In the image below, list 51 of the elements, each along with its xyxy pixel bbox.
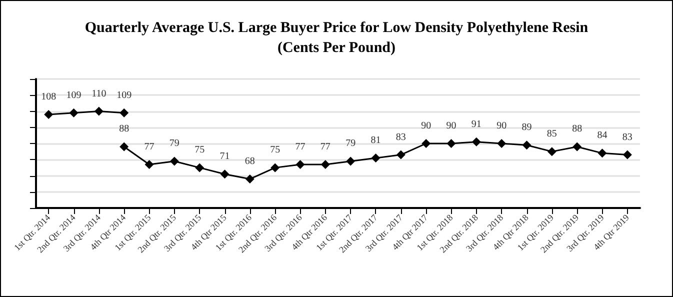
point bbox=[120, 142, 129, 152]
point bbox=[144, 160, 154, 169]
data-label: 77 bbox=[295, 141, 306, 152]
data-label: 89 bbox=[522, 122, 532, 134]
data-label: 90 bbox=[446, 120, 456, 132]
point bbox=[220, 170, 230, 179]
point bbox=[396, 150, 406, 160]
data-label: 77 bbox=[320, 141, 330, 152]
data-label: 84 bbox=[597, 130, 608, 142]
data-label: 88 bbox=[572, 124, 582, 135]
point bbox=[296, 160, 305, 169]
data-label: 79 bbox=[346, 138, 356, 150]
point bbox=[346, 156, 356, 166]
data-label: 77 bbox=[144, 141, 154, 152]
point bbox=[446, 139, 456, 148]
point bbox=[245, 174, 254, 184]
data-label: 75 bbox=[270, 144, 280, 156]
data-label: 90 bbox=[421, 120, 432, 132]
point bbox=[598, 148, 607, 158]
data-label: 75 bbox=[194, 144, 205, 156]
point bbox=[44, 110, 54, 119]
data-label: 109 bbox=[66, 90, 82, 101]
point bbox=[422, 139, 431, 148]
data-label: 81 bbox=[370, 135, 381, 146]
point bbox=[622, 150, 632, 160]
point bbox=[547, 147, 556, 156]
point bbox=[270, 163, 280, 172]
point bbox=[195, 163, 204, 172]
data-label: 85 bbox=[546, 128, 557, 140]
data-label: 110 bbox=[92, 88, 106, 100]
data-label: 71 bbox=[220, 151, 230, 162]
data-label: 83 bbox=[622, 132, 632, 143]
point bbox=[572, 142, 582, 152]
point bbox=[472, 137, 481, 146]
data-label: 88 bbox=[119, 124, 130, 135]
point bbox=[522, 140, 532, 150]
data-label: 83 bbox=[396, 132, 406, 143]
data-label: 109 bbox=[116, 90, 132, 101]
point bbox=[120, 108, 129, 118]
point bbox=[320, 160, 330, 169]
data-label: 91 bbox=[471, 118, 482, 130]
data-label: 90 bbox=[496, 120, 507, 132]
chart-title: Quarterly Average U.S. Large Buyer Price for Low Density Polyethylene Resin (Cents Per Pound) bbox=[84, 20, 589, 56]
data-label: 68 bbox=[244, 156, 255, 167]
point bbox=[170, 156, 179, 166]
data-label: 79 bbox=[169, 138, 180, 150]
point bbox=[69, 108, 78, 118]
point bbox=[371, 154, 380, 163]
point bbox=[94, 106, 104, 116]
point bbox=[497, 139, 506, 148]
data-label: 108 bbox=[41, 91, 56, 102]
